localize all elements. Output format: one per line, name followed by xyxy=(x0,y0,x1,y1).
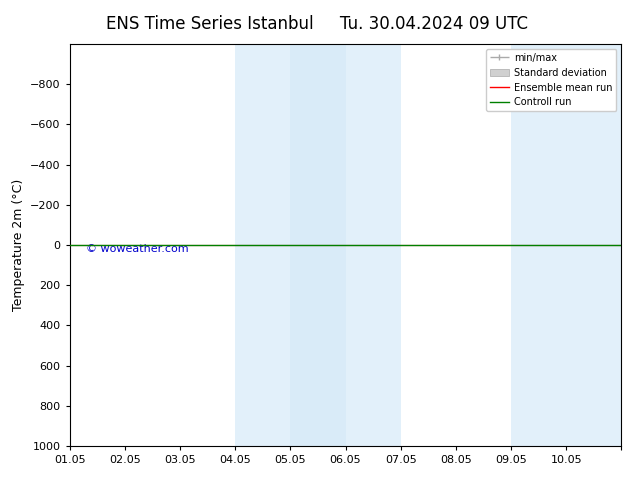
Y-axis label: Temperature 2m (°C): Temperature 2m (°C) xyxy=(11,179,25,311)
Text: © woweather.com: © woweather.com xyxy=(86,244,189,254)
Text: ENS Time Series Istanbul     Tu. 30.04.2024 09 UTC: ENS Time Series Istanbul Tu. 30.04.2024 … xyxy=(106,15,528,33)
Bar xyxy=(511,44,634,446)
Legend: min/max, Standard deviation, Ensemble mean run, Controll run: min/max, Standard deviation, Ensemble me… xyxy=(486,49,616,111)
Bar xyxy=(290,44,401,446)
Bar xyxy=(235,44,346,446)
